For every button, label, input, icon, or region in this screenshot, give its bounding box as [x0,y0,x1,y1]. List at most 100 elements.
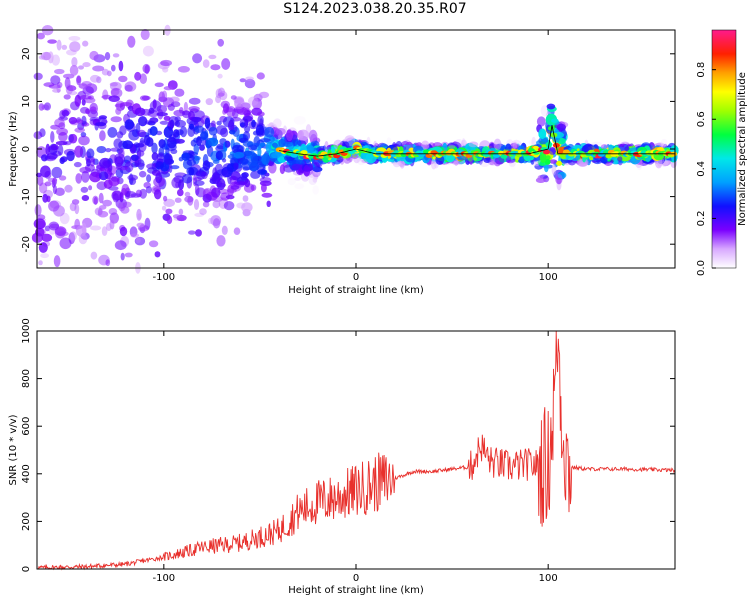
spectrogram-cell [102,199,112,207]
y-tick-label: 1000 [21,318,32,343]
spectrogram-cell [128,129,140,141]
spectrogram-cell [146,174,152,183]
spectrogram-cell [217,92,225,97]
spectrogram-cell [52,88,61,93]
spectrogram-cell [244,118,249,127]
spectrogram-cell [109,212,120,224]
spectrogram-cell [242,195,249,202]
spectrogram-cell [44,181,52,187]
spectrogram-cell [225,195,235,200]
spectrogram-cell [469,155,474,165]
spectrogram-cell [75,173,82,184]
spectrogram-cell [86,158,91,167]
spectrogram-cell [297,130,304,139]
spectrogram-cell [96,76,102,84]
spectrogram-cell [73,161,82,168]
spectrogram-cell [118,201,126,212]
spectrogram-cell [80,232,90,240]
x-tick-label: 0 [353,573,359,584]
spectrogram-cell [38,55,46,60]
spectrogram-cell [62,73,75,79]
spectrogram-cell [134,107,146,117]
spectrogram-cell [549,159,558,164]
spectrogram-cell [51,166,63,179]
spectrogram-cell [239,122,246,128]
spectrogram-cell [278,138,286,148]
spectrogram-cell [38,103,45,111]
spectrogram-cell [312,176,318,183]
spectrogram-cell [517,156,525,164]
spectrogram-cell [202,59,210,68]
spectrogram-cell [523,154,534,161]
spectrogram-cell [297,129,310,141]
spectrogram-cell [223,201,235,211]
spectrogram-cell [540,105,549,117]
spectrogram-cell [591,141,603,146]
spectrogram-cell [110,116,122,123]
snr-x-axis-label: Height of straight line (km) [288,585,424,596]
spectrogram-cell [243,150,253,156]
spectrogram-cell [112,193,120,203]
spectrogram-cell [158,91,165,103]
spectrogram-cell [114,240,127,251]
spectrogram-cell [139,137,145,144]
spectrogram-cell [308,129,318,142]
spectrogram-cell [261,153,270,165]
spectrogram-cell [101,68,109,76]
spectrogram-cell [99,205,107,210]
spectrogram-cell [174,138,185,144]
spectrogram-cell [221,166,233,178]
spectrogram-cell [75,225,87,237]
spectrogram-cell [297,130,303,140]
spectrogram-cell [68,232,76,245]
spectrogram-cell [253,135,261,148]
spectrogram-cell [215,150,223,160]
spectrogram-cell [230,185,240,190]
spectrogram-cell [74,203,80,215]
spectrogram-cell [108,208,118,215]
colorbar-tick-label: 0.0 [696,260,707,276]
spectrogram-cell [127,35,136,48]
spectrogram-cell [78,65,84,70]
spectrogram-cell [118,60,124,72]
spectrogram-cell [98,115,107,120]
spectrogram-cells [31,24,679,274]
spectrogram-cell [113,138,123,149]
spectrogram-cell [136,208,142,221]
spectrogram-cell [109,82,118,87]
spectrogram-cell [81,170,90,183]
y-tick-label: 800 [21,369,32,388]
spectrogram-cell [287,178,296,186]
spectrogram-cell [294,183,305,190]
spectrogram-cell [69,64,79,76]
spectrogram-cell [86,148,95,159]
spectrogram-cell [166,215,173,225]
y-tick-label: 200 [21,512,32,531]
spectrogram-cell [163,86,173,91]
spectrogram-cell [127,174,138,181]
spectrogram-cell [78,233,88,245]
spectrogram-cell [249,163,260,171]
spectrogram-cell [291,163,302,171]
spectrogram-cell [305,124,312,136]
spectrogram-cell [48,51,54,64]
spectrogram-cell [78,83,88,89]
y-tick-label: -20 [21,236,32,252]
spectrogram-cell [124,119,135,130]
spectrogram-cell [217,73,223,79]
spectrogram-cell [124,161,134,173]
spectrogram-cell [135,143,145,148]
spectrogram-cell [233,151,245,159]
spectrogram-cell [53,255,61,268]
spectrogram-cell [259,138,271,143]
spectrogram-cell [82,62,91,68]
spectral-ridge-line [279,125,675,157]
spectrogram-cell [154,251,161,258]
spectrogram-cell [483,157,492,163]
spectrogram-cell [90,251,98,260]
spectrogram-cell [202,201,210,208]
spectrogram-cell [544,164,549,173]
y-tick-label: 0 [21,146,32,152]
